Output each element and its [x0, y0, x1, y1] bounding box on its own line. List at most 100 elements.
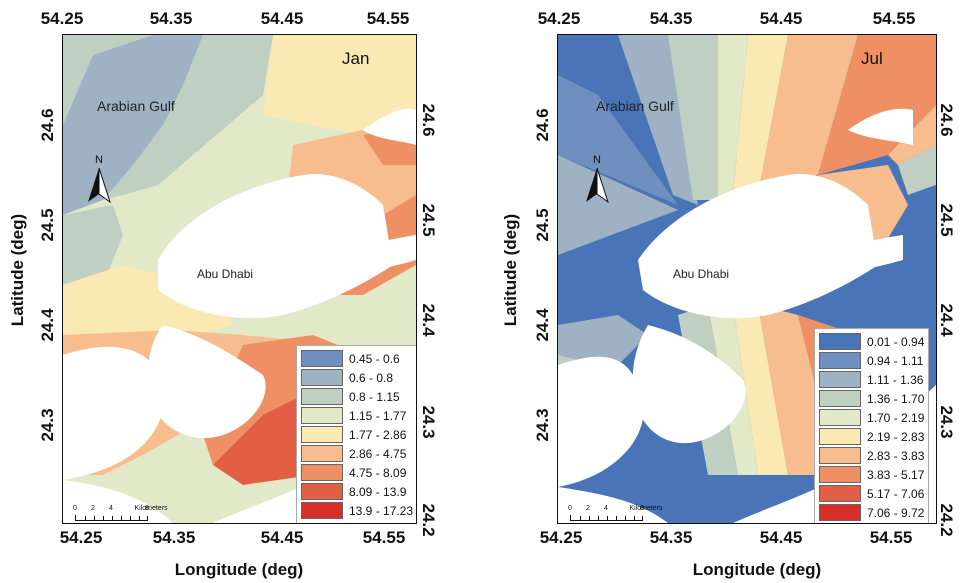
legend-swatch	[301, 502, 343, 519]
legend-label: 8.09 - 13.9	[349, 484, 407, 499]
land-south	[147, 325, 266, 439]
x-tick-top: 54.45	[759, 9, 803, 28]
land-coast	[558, 487, 668, 523]
x-tick-top: 54.25	[40, 9, 84, 28]
y-tick-right: 24.6	[419, 103, 438, 137]
zone	[733, 35, 788, 195]
legend-item: 4.75 - 8.09	[301, 463, 413, 482]
legend-label: 3.83 - 5.17	[867, 467, 925, 482]
x-tick-bottom: 54.25	[59, 528, 103, 547]
land-west	[558, 356, 644, 487]
legend-label: 0.6 - 0.8	[349, 370, 394, 385]
legend-label: 0.8 - 1.15	[349, 389, 400, 404]
legend-item: 7.06 - 9.72	[819, 503, 924, 522]
legend-item: 5.17 - 7.06	[819, 484, 924, 503]
legend-swatch	[819, 504, 861, 521]
month-label: Jan	[342, 49, 370, 68]
land-island	[363, 108, 416, 145]
legend-label: 2.86 - 4.75	[349, 446, 407, 461]
legend-label: 1.77 - 2.86	[349, 427, 407, 442]
y-tick-left: 24.5	[38, 208, 57, 242]
x-tick-top: 54.35	[149, 9, 193, 28]
jul-map-raster	[558, 35, 936, 523]
legend: 0.01 - 0.94 0.94 - 1.11 1.11 - 1.36 1.36 - …	[814, 328, 930, 523]
legend-swatch	[301, 483, 343, 500]
scale-unit: Kilometers	[629, 505, 663, 512]
legend-item: 1.11 - 1.36	[819, 370, 924, 389]
x-tick-bottom: 54.25	[539, 528, 583, 547]
legend-label: 1.11 - 1.36	[867, 372, 924, 387]
map-area: Jan Arabian Gulf Abu Dhabi N 0 2 4 8 Kil…	[62, 34, 417, 524]
y-tick-right: 24.2	[937, 503, 956, 537]
legend-item: 1.77 - 2.86	[301, 425, 413, 444]
legend-item: 1.70 - 2.19	[819, 408, 924, 427]
zone	[668, 35, 718, 200]
land-abu-dhabi-island	[638, 174, 878, 319]
y-tick-left: 24.3	[533, 408, 552, 442]
legend-label: 5.17 - 7.06	[867, 486, 925, 501]
north-arrow: N	[86, 154, 112, 204]
north-arrow-label: N	[95, 154, 103, 166]
legend-swatch	[301, 445, 343, 462]
scale-tick: 4	[604, 505, 608, 512]
legend: 0.45 - 0.6 0.6 - 0.8 0.8 - 1.15 1.15 - 1.77…	[296, 345, 416, 523]
legend-label: 7.06 - 9.72	[867, 505, 925, 520]
legend-item: 2.86 - 4.75	[301, 444, 413, 463]
legend-swatch	[819, 333, 861, 350]
legend-swatch	[819, 390, 861, 407]
land-island	[848, 108, 913, 145]
legend-item: 0.45 - 0.6	[301, 349, 413, 368]
y-axis-label: Latitude (deg)	[501, 213, 520, 327]
legend-item: 1.15 - 1.77	[301, 406, 413, 425]
y-tick-right: 24.3	[419, 405, 438, 439]
legend-item: 13.9 - 17.23	[301, 501, 413, 520]
legend-item: 2.19 - 2.83	[819, 427, 924, 446]
x-axis-label: Longitude (deg)	[174, 560, 304, 579]
y-axis-label: Latitude (deg)	[8, 213, 27, 327]
scale-line	[570, 515, 643, 521]
legend-swatch	[301, 426, 343, 443]
x-tick-bottom: 54.45	[260, 528, 304, 547]
legend-swatch	[819, 466, 861, 483]
zone	[558, 155, 678, 255]
scale-tick: 0	[568, 505, 572, 512]
scale-tick: 2	[91, 505, 95, 512]
y-tick-right: 24.4	[937, 303, 956, 337]
y-tick-left: 24.4	[38, 308, 57, 342]
land-island	[798, 235, 903, 280]
y-tick-right: 24.4	[419, 303, 438, 337]
y-tick-left: 24.6	[38, 108, 57, 142]
legend-item: 0.8 - 1.15	[301, 387, 413, 406]
y-tick-left: 24.4	[533, 308, 552, 342]
scale-bar: 0 2 4 8 Kilometers	[568, 505, 698, 521]
legend-label: 1.70 - 2.19	[867, 410, 925, 425]
place-label-city: Abu Dhabi	[197, 267, 254, 281]
place-label-gulf: Arabian Gulf	[596, 98, 674, 114]
legend-label: 1.15 - 1.77	[349, 408, 407, 423]
legend-label: 1.36 - 1.70	[867, 391, 925, 406]
north-arrow-icon	[586, 168, 609, 204]
legend-label: 2.19 - 2.83	[867, 429, 925, 444]
y-tick-left: 24.3	[38, 408, 57, 442]
land-south	[632, 325, 746, 444]
x-tick-bottom: 54.35	[152, 528, 196, 547]
y-tick-left: 24.5	[533, 208, 552, 242]
land-west	[63, 346, 164, 480]
legend-swatch	[819, 447, 861, 464]
x-axis-label: Longitude (deg)	[692, 560, 822, 579]
month-label: Jul	[861, 49, 883, 68]
legend-label: 0.94 - 1.11	[867, 353, 924, 368]
x-tick-top: 54.45	[260, 9, 304, 28]
zone	[263, 35, 416, 135]
legend-item: 8.09 - 13.9	[301, 482, 413, 501]
land-coast	[63, 480, 173, 523]
legend-label: 4.75 - 8.09	[349, 465, 407, 480]
map-area: Jul Arabian Gulf Abu Dhabi N 0 2 4 8 Kil…	[557, 34, 937, 524]
legend-label: 13.9 - 17.23	[349, 503, 414, 518]
zone	[898, 145, 936, 195]
land-island	[313, 235, 416, 280]
x-tick-top: 54.25	[537, 9, 581, 28]
scale-tick: 8	[640, 505, 644, 512]
map-panel-jan: 54.25 54.35 54.45 54.55 54.25 54.35 54.4…	[0, 0, 480, 583]
x-tick-bottom: 54.55	[869, 528, 913, 547]
